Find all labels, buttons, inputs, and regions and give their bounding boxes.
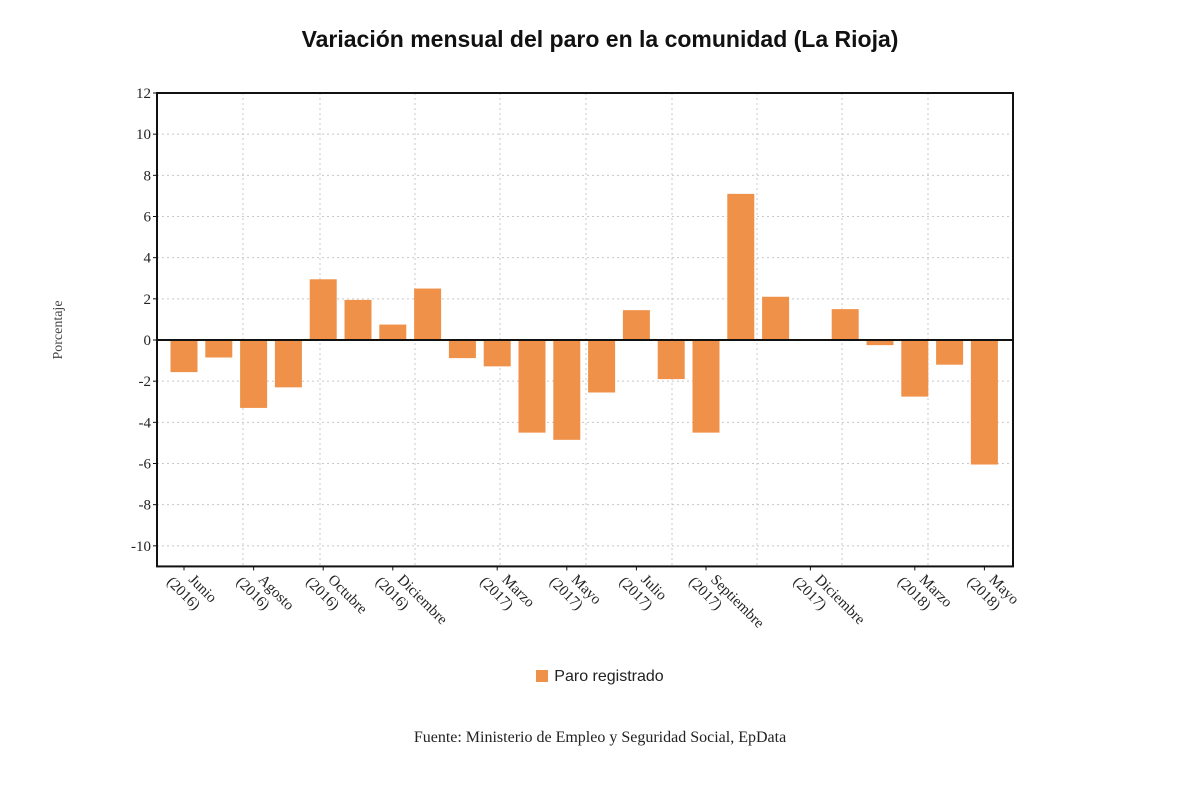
y-tick-label: -10 <box>131 539 151 555</box>
bar <box>379 324 407 340</box>
y-tick-label: 10 <box>136 127 151 143</box>
bar <box>274 340 302 388</box>
x-tick-label: Diciembre(2017) <box>790 572 868 628</box>
y-tick-label: 12 <box>136 86 151 102</box>
bar <box>936 340 964 365</box>
y-tick-labels: 12 10 8 6 4 2 0 -2 -4 -6 -8 -10 <box>131 86 157 555</box>
x-tick-label: Septiembre(2017) <box>685 572 767 632</box>
x-tick-label: Julio(2017) <box>616 572 670 614</box>
source-note: Fuente: Ministerio de Empleo y Seguridad… <box>413 729 787 746</box>
bar <box>170 340 198 373</box>
axes <box>156 92 1014 568</box>
y-tick-label: 8 <box>144 168 152 184</box>
x-tick-label: Octubre(2016) <box>302 572 370 618</box>
chart-title: Variación mensual del paro en la comunid… <box>301 26 899 52</box>
bar <box>970 340 998 465</box>
legend: Paro registrado <box>0 668 1200 686</box>
bar <box>831 309 859 340</box>
bar <box>205 340 233 358</box>
bar <box>483 340 511 367</box>
legend-label: Paro registrado <box>554 668 664 685</box>
bar <box>309 279 337 340</box>
y-tick-label: -4 <box>139 415 152 431</box>
plot-frame <box>156 92 1014 568</box>
x-tick-label: Mayo(2017) <box>546 572 604 614</box>
bar <box>240 340 268 408</box>
bar <box>762 296 790 340</box>
bar <box>866 340 894 346</box>
y-tick-label: 0 <box>144 333 152 349</box>
bar <box>901 340 929 397</box>
bar <box>657 340 685 380</box>
bar <box>727 193 755 340</box>
y-axis-label: Porcentaje <box>51 300 66 359</box>
y-tick-label: 4 <box>144 251 152 267</box>
bar <box>448 340 476 359</box>
bar <box>344 299 372 340</box>
grid-lines <box>157 93 1013 567</box>
bar <box>692 340 720 433</box>
x-tick-label: Marzo(2018) <box>894 572 955 614</box>
bar <box>414 288 442 340</box>
x-tick-label: Junio(2016) <box>163 572 219 614</box>
bar <box>518 340 546 433</box>
y-tick-label: 6 <box>144 210 152 226</box>
x-tick-label: Agosto(2016) <box>233 572 297 614</box>
x-tick-label: Marzo(2017) <box>476 572 537 614</box>
bars <box>170 193 998 465</box>
x-tick-labels: Junio(2016) Agosto(2016) Octubre(2016) Dici… <box>163 566 1022 632</box>
y-tick-label: -6 <box>139 457 152 473</box>
y-tick-label: -2 <box>139 374 152 390</box>
bar <box>553 340 581 440</box>
x-tick-label: Diciembre(2016) <box>372 572 450 628</box>
bar <box>622 310 650 340</box>
y-tick-label: 2 <box>144 292 152 308</box>
bar <box>588 340 616 393</box>
y-tick-label: -8 <box>139 498 152 514</box>
legend-swatch <box>536 670 549 682</box>
x-tick-label: Mayo(2018) <box>964 572 1022 614</box>
